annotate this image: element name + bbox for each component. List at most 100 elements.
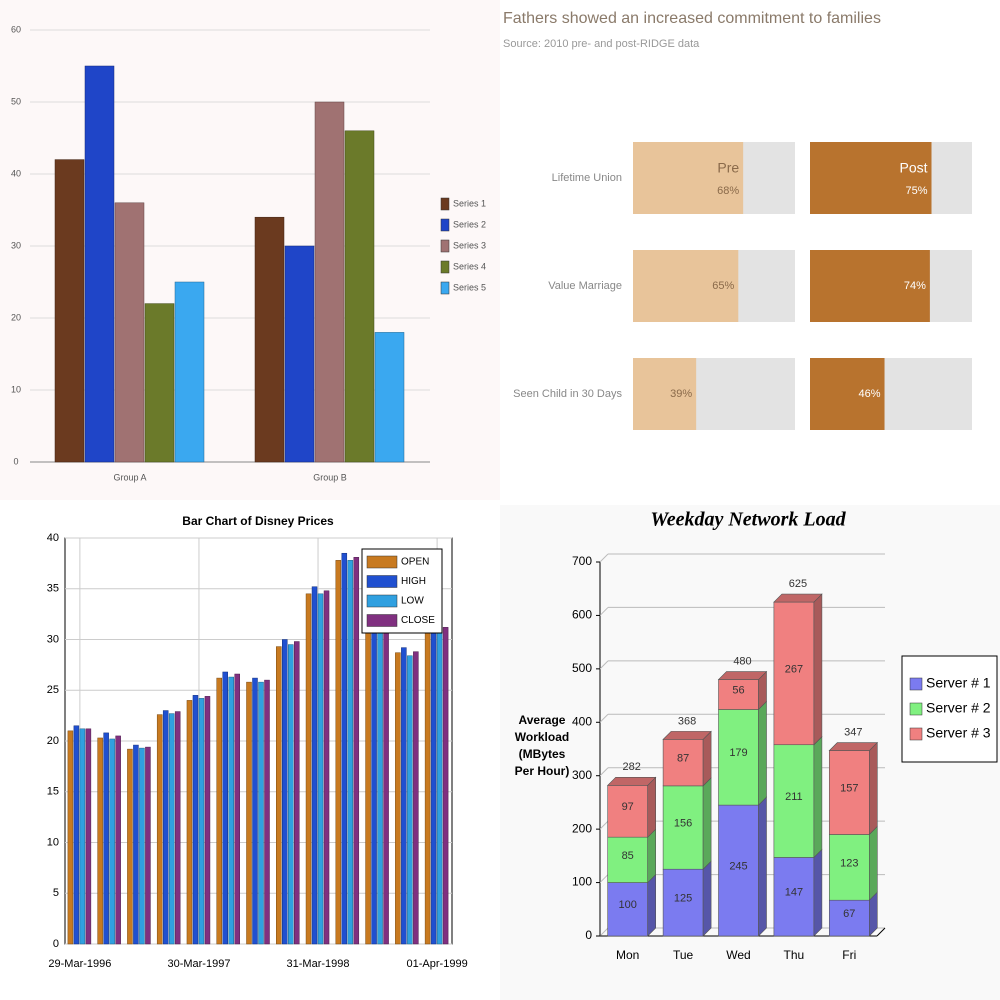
y-tick-label: 20	[11, 312, 21, 322]
bar	[168, 713, 175, 945]
bar	[145, 746, 151, 945]
bar-side	[647, 873, 657, 937]
bar	[810, 142, 932, 214]
legend-label: OPEN	[401, 557, 429, 568]
floor-edge	[876, 927, 886, 937]
y-tick-label: 700	[572, 554, 592, 568]
value-label: 85	[622, 850, 634, 862]
bar	[633, 250, 739, 322]
series-label: Pre	[717, 160, 739, 176]
bar-side	[813, 736, 823, 859]
grid-diag	[599, 660, 609, 670]
bar	[252, 677, 258, 945]
bar	[67, 730, 74, 945]
value-label: 156	[674, 817, 692, 829]
y-tick-label: 30	[47, 633, 59, 645]
y-axis-label: Average Workload (MBytes Per Hour)	[514, 713, 570, 778]
value-label: 56	[732, 684, 744, 696]
y-tick-label: 40	[11, 168, 21, 178]
y-tick-label: 400	[572, 714, 592, 728]
bar	[288, 644, 294, 945]
value-label: 68%	[717, 185, 739, 197]
legend-box	[901, 655, 998, 763]
bar-front	[773, 601, 815, 746]
bar	[633, 142, 744, 214]
chart-title: Weekday Network Load	[650, 509, 846, 531]
bar	[186, 700, 193, 945]
bar-segment	[828, 825, 878, 901]
x-tick-label: Wed	[726, 948, 750, 962]
bar-top	[773, 593, 823, 603]
bar-top	[828, 742, 879, 751]
value-label: 125	[674, 893, 692, 905]
y-tick-label: 35	[47, 583, 59, 595]
bar	[115, 735, 121, 945]
value-label: 74%	[904, 280, 926, 292]
bar	[162, 710, 169, 945]
legend-label: LOW	[401, 596, 424, 607]
value-label: 211	[785, 791, 803, 803]
bar	[84, 65, 115, 463]
bar-side	[813, 848, 823, 937]
bar	[294, 641, 300, 945]
bar	[103, 732, 109, 945]
bar	[282, 639, 288, 945]
bar	[374, 332, 405, 463]
value-label: 87	[677, 753, 689, 765]
bar	[276, 646, 282, 945]
legend-swatch	[440, 197, 450, 211]
grid-diag	[599, 820, 609, 830]
bar-side	[647, 828, 657, 884]
x-tick-label: 29-Mar-1996	[48, 958, 111, 970]
value-label: 46%	[858, 388, 880, 400]
bar	[73, 725, 80, 945]
y-tick-label: 20	[47, 735, 59, 747]
value-label: 157	[840, 782, 858, 794]
bar	[317, 593, 324, 945]
bar	[436, 631, 443, 945]
legend-swatch	[440, 260, 450, 274]
y-tick-label: 500	[572, 661, 592, 675]
y-tick-label: 200	[572, 821, 592, 835]
x-tick-label: 30-Mar-1997	[167, 958, 230, 970]
bar-side	[647, 776, 657, 838]
legend-label: CLOSE	[401, 615, 435, 626]
bar-front	[773, 857, 815, 937]
bar-side	[702, 777, 712, 870]
bar	[401, 647, 407, 945]
bar	[204, 696, 211, 945]
bar	[192, 695, 199, 945]
bar-segment	[828, 741, 879, 836]
bar-segment	[662, 860, 712, 937]
bar	[174, 711, 181, 945]
value-label: 65%	[712, 280, 734, 292]
x-tick-label: Mon	[616, 948, 639, 962]
legend-swatch	[440, 281, 450, 295]
bar	[633, 358, 697, 430]
bar-segment	[773, 593, 823, 746]
bar-top	[662, 731, 712, 740]
bar-top	[606, 777, 657, 786]
value-label: 75%	[905, 185, 927, 197]
legend-label: Series 3	[453, 240, 486, 250]
legend-swatch	[366, 555, 398, 569]
bar	[395, 652, 401, 945]
grid-diag	[599, 927, 609, 937]
value-label: 97	[622, 801, 634, 813]
bar-side	[813, 593, 823, 746]
y-tick-label: 5	[53, 887, 59, 899]
legend-swatch	[366, 614, 398, 627]
y-tick-label: 600	[572, 608, 592, 622]
bar	[365, 608, 371, 945]
legend-swatch	[909, 727, 923, 741]
bar	[228, 676, 234, 945]
bar	[407, 655, 413, 945]
bar-front	[718, 709, 759, 806]
bar-segment	[662, 777, 712, 870]
bar	[323, 590, 330, 945]
x-tick-label: 01-Apr-1999	[407, 958, 468, 970]
chart-title: Fathers showed an increased commitment t…	[503, 10, 881, 27]
bar	[371, 603, 377, 945]
